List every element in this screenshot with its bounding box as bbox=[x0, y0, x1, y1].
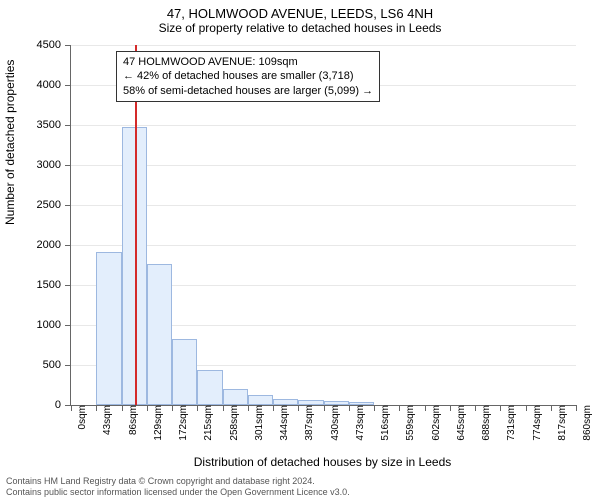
x-tick-label: 344sqm bbox=[271, 405, 290, 441]
annotation-line: ← 42% of detached houses are smaller (3,… bbox=[123, 69, 373, 83]
histogram-bar bbox=[298, 400, 323, 405]
x-tick-label: 817sqm bbox=[549, 405, 568, 441]
gridline bbox=[71, 165, 576, 166]
gridline bbox=[71, 245, 576, 246]
chart-title: 47, HOLMWOOD AVENUE, LEEDS, LS6 4NH bbox=[0, 0, 600, 21]
x-tick-label: 688sqm bbox=[473, 405, 492, 441]
x-tick-label: 516sqm bbox=[372, 405, 391, 441]
x-tick-label: 602sqm bbox=[423, 405, 442, 441]
histogram-bar bbox=[147, 264, 172, 405]
histogram-bar bbox=[96, 252, 121, 405]
x-tick-label: 774sqm bbox=[524, 405, 543, 441]
x-tick-label: 559sqm bbox=[397, 405, 416, 441]
histogram-bar bbox=[223, 389, 248, 405]
y-tick-label: 2000 bbox=[37, 239, 71, 251]
x-tick-label: 860sqm bbox=[574, 405, 593, 441]
x-tick-label: 731sqm bbox=[498, 405, 517, 441]
annotation-line: 58% of semi-detached houses are larger (… bbox=[123, 84, 373, 98]
y-tick-label: 3000 bbox=[37, 159, 71, 171]
y-tick-label: 2500 bbox=[37, 199, 71, 211]
footer-line: Contains HM Land Registry data © Crown c… bbox=[6, 476, 350, 487]
y-tick-label: 4000 bbox=[37, 79, 71, 91]
chart-subtitle: Size of property relative to detached ho… bbox=[0, 21, 600, 39]
gridline bbox=[71, 45, 576, 46]
y-tick-label: 1500 bbox=[37, 279, 71, 291]
histogram-bar bbox=[324, 401, 349, 405]
x-tick-label: 645sqm bbox=[448, 405, 467, 441]
x-tick-label: 258sqm bbox=[221, 405, 240, 441]
annotation-line: 47 HOLMWOOD AVENUE: 109sqm bbox=[123, 55, 373, 69]
x-tick-label: 86sqm bbox=[120, 405, 139, 435]
x-axis-label: Distribution of detached houses by size … bbox=[70, 455, 575, 469]
histogram-bar bbox=[248, 395, 273, 405]
plot-area: 47 HOLMWOOD AVENUE: 109sqm ← 42% of deta… bbox=[70, 45, 576, 406]
histogram-bar bbox=[273, 399, 298, 405]
x-tick-label: 172sqm bbox=[170, 405, 189, 441]
x-tick-label: 129sqm bbox=[145, 405, 164, 441]
histogram-bar bbox=[349, 402, 374, 405]
y-tick-label: 500 bbox=[43, 359, 71, 371]
gridline bbox=[71, 205, 576, 206]
x-tick-label: 430sqm bbox=[322, 405, 341, 441]
footer-line: Contains public sector information licen… bbox=[6, 487, 350, 498]
x-tick-label: 473sqm bbox=[347, 405, 366, 441]
gridline bbox=[71, 125, 576, 126]
histogram-bar bbox=[172, 339, 197, 405]
x-tick-label: 0sqm bbox=[69, 405, 88, 429]
x-tick-label: 43sqm bbox=[94, 405, 113, 435]
footer-text: Contains HM Land Registry data © Crown c… bbox=[6, 476, 350, 498]
chart-container: 47, HOLMWOOD AVENUE, LEEDS, LS6 4NH Size… bbox=[0, 0, 600, 500]
y-tick-label: 1000 bbox=[37, 319, 71, 331]
x-tick-label: 387sqm bbox=[296, 405, 315, 441]
x-tick-label: 301sqm bbox=[246, 405, 265, 441]
y-tick-label: 3500 bbox=[37, 119, 71, 131]
annotation-box: 47 HOLMWOOD AVENUE: 109sqm ← 42% of deta… bbox=[116, 51, 380, 102]
y-axis-label: Number of detached properties bbox=[3, 60, 17, 225]
y-tick-label: 4500 bbox=[37, 39, 71, 51]
histogram-bar bbox=[197, 370, 222, 405]
x-tick-label: 215sqm bbox=[195, 405, 214, 441]
